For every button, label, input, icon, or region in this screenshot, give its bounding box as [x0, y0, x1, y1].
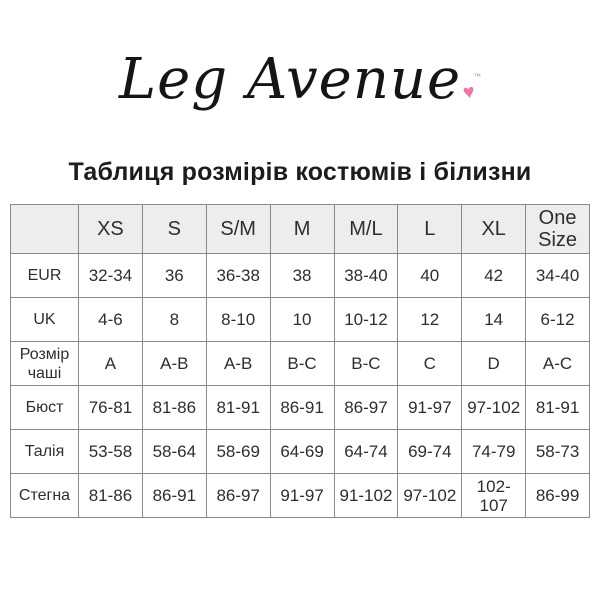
size-value-cell: 34-40	[525, 253, 590, 298]
heart-icon: ♥	[461, 80, 477, 105]
size-value-cell: 64-69	[269, 429, 335, 474]
brand-logo: Leg Avenue ™ ♥	[0, 0, 600, 128]
corner-header-cell	[10, 204, 79, 254]
row-label: Бюст	[10, 385, 79, 430]
size-value-cell: 36-38	[205, 253, 271, 298]
size-value-cell: D	[461, 341, 527, 386]
size-value-cell: 86-91	[141, 473, 207, 518]
size-value-cell: 86-97	[205, 473, 271, 518]
size-value-cell: C	[397, 341, 463, 386]
size-value-cell: 86-97	[333, 385, 399, 430]
size-value-cell: B-C	[269, 341, 335, 386]
size-value-cell: 58-64	[141, 429, 207, 474]
row-label: UK	[10, 297, 79, 342]
brand-logo-text: Leg Avenue	[118, 47, 462, 112]
size-column-header: One Size	[525, 204, 590, 254]
logo-mark: ™ ♥	[461, 72, 482, 105]
size-value-cell: 91-102	[333, 473, 399, 518]
size-value-cell: 91-97	[397, 385, 463, 430]
size-chart-table: XS S S/M M M/L L XL One Size EUR 32-34 36 36-38 38 3…	[10, 204, 590, 518]
table-header-row: XS S S/M M M/L L XL One Size	[10, 204, 590, 254]
row-label: Талія	[10, 429, 79, 474]
size-value-cell: 97-102	[461, 385, 527, 430]
table-row: Розмір чаші A A-B A-B B-C B-C C D A-C	[10, 341, 590, 386]
size-value-cell: 91-97	[269, 473, 335, 518]
size-value-cell: B-C	[333, 341, 399, 386]
size-value-cell: 53-58	[78, 429, 143, 474]
page-title: Таблиця розмірів костюмів і білизни	[68, 158, 532, 186]
size-value-cell: 14	[461, 297, 527, 342]
size-value-cell: 38	[269, 253, 335, 298]
table-row: Талія 53-58 58-64 58-69 64-69 64-74 69-74 74-79…	[10, 429, 590, 474]
size-column-header: L	[397, 204, 463, 254]
size-column-header: S	[141, 204, 207, 254]
size-value-cell: 81-91	[205, 385, 271, 430]
size-value-cell: 69-74	[397, 429, 463, 474]
size-value-cell: 42	[461, 253, 527, 298]
size-value-cell: 8	[141, 297, 207, 342]
size-value-cell: 102-107	[461, 473, 527, 518]
size-value-cell: 38-40	[333, 253, 399, 298]
size-value-cell: 8-10	[205, 297, 271, 342]
table-row: EUR 32-34 36 36-38 38 38-40 40 42 34-40	[10, 253, 590, 298]
table-row: Бюст 76-81 81-86 81-91 86-91 86-97 91-97 97-102…	[10, 385, 590, 430]
size-value-cell: 76-81	[78, 385, 143, 430]
size-value-cell: 40	[397, 253, 463, 298]
size-value-cell: A-B	[141, 341, 207, 386]
size-value-cell: A-C	[525, 341, 590, 386]
size-column-header: M	[269, 204, 335, 254]
size-value-cell: 86-99	[525, 473, 590, 518]
size-value-cell: 97-102	[397, 473, 463, 518]
size-column-header: M/L	[333, 204, 399, 254]
size-column-header: XL	[461, 204, 527, 254]
size-value-cell: 12	[397, 297, 463, 342]
size-value-cell: 81-91	[525, 385, 590, 430]
size-value-cell: 36	[141, 253, 207, 298]
size-value-cell: 32-34	[78, 253, 143, 298]
size-value-cell: 81-86	[78, 473, 143, 518]
size-column-header: S/M	[205, 204, 271, 254]
row-label: Розмір чаші	[10, 341, 79, 386]
size-value-cell: 6-12	[525, 297, 590, 342]
row-label: Стегна	[10, 473, 79, 518]
size-value-cell: 74-79	[461, 429, 527, 474]
table-row: UK 4-6 8 8-10 10 10-12 12 14 6-12	[10, 297, 590, 342]
size-value-cell: A	[78, 341, 143, 386]
row-label: EUR	[10, 253, 79, 298]
size-value-cell: 58-73	[525, 429, 590, 474]
table-row: Стегна 81-86 86-91 86-97 91-97 91-102 97-102 10…	[10, 473, 590, 518]
size-value-cell: 58-69	[205, 429, 271, 474]
size-value-cell: 4-6	[78, 297, 143, 342]
size-value-cell: 10-12	[333, 297, 399, 342]
size-value-cell: 10	[269, 297, 335, 342]
size-column-header: XS	[78, 204, 143, 254]
size-value-cell: 81-86	[141, 385, 207, 430]
size-value-cell: A-B	[205, 341, 271, 386]
trademark-symbol: ™	[473, 72, 482, 81]
size-value-cell: 64-74	[333, 429, 399, 474]
size-value-cell: 86-91	[269, 385, 335, 430]
